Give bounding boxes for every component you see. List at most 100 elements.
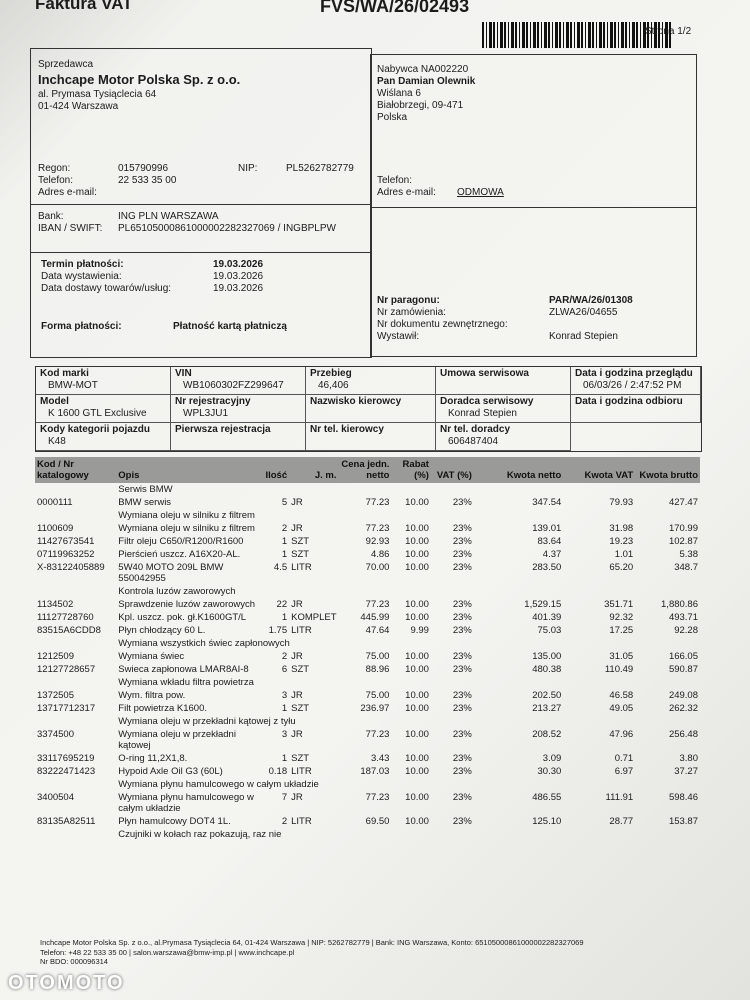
cell: 1 [281,536,288,547]
cell: BMW serwis [118,497,172,508]
vehicle-cell: Pierwsza rejestracja [171,423,306,451]
items: Kod / Nr katalogowy Opis Ilość J. m. Cena je… [35,457,700,841]
section-title: Wymiana płynu hamulcowego w całym układz… [118,779,319,790]
value: 06/03/26 / 2:47:52 PM [583,380,682,391]
item-row: 3374500 Wymiana oleju w przekładni kątowe… [35,728,700,752]
cell: 427.47 [668,497,698,508]
cell: 135.00 [532,651,562,662]
label: Nr rejestracyjny [175,396,251,407]
value: ODMOWA [457,187,504,198]
payment: Forma płatności: Płatność kartą płatniczą [41,321,361,333]
item-row: 07119963252 Pierścień uszcz. A16X20-AL. 1 S… [35,548,700,561]
column-header: Kwota brutto [635,457,700,483]
cell: 1 [281,753,288,764]
column-header: Rabat (%) [391,457,431,483]
value: PL5262782779 [286,163,354,174]
cell: 77.23 [365,523,390,534]
cell: 0000111 [37,497,73,508]
cell: 256.48 [668,729,698,740]
cell: 11127728760 [37,612,94,623]
cell: 4.37 [542,549,562,560]
cell: 13717712317 [37,703,96,714]
value: PL65105000861000002282327069 / INGBPLPW [118,223,336,234]
label: Nr tel. doradcy [440,424,511,435]
item-row: 12127728657 Swieca zapłonowa LMAR8AI-8 6 SZ… [35,663,700,676]
footer: Inchcape Motor Polska Sp. z o.o., al.Pry… [40,938,584,967]
page-number: Strona 1/2 [645,26,692,37]
value: BMW-MOT [48,380,98,391]
label: Przebieg [310,368,352,379]
cell: 33117695219 [37,753,95,764]
cell: 213.27 [532,703,562,714]
cell [35,483,116,496]
label: Wystawił: [377,331,420,342]
footer-line: Inchcape Motor Polska Sp. z o.o., al.Pry… [40,938,584,947]
label: Telefon: [377,175,413,186]
section-title: Czujniki w kołach raz pokazują, raz nie [118,829,282,840]
cell: 65.20 [609,562,634,573]
cell: 480.38 [532,664,562,675]
column-header: Kwota netto [473,457,564,483]
cell: 23% [452,664,472,675]
cell: LITR [291,562,312,573]
cell [35,828,116,841]
address-line: al. Prymasa Tysiąclecia 64 [38,89,157,100]
cell: 10.00 [405,599,429,610]
cell: JR [291,497,303,508]
item-row: 1134502 Sprawdzenie luzów zaworowych 22 JR 7… [35,598,700,611]
cell: 236.97 [360,703,390,714]
label: IBAN / SWIFT: [38,223,103,234]
order-row: Nr zamówienia: ZLWA26/04655 [377,307,687,319]
label: Data i godzina przeglądu [575,368,693,379]
cell: 70.00 [365,562,390,573]
cell: Kpl. uszcz. pok. gł.K1600GT/L [118,612,247,623]
cell: 1100609 [37,523,74,534]
cell: Wymiana oleju w silniku z filtrem [118,523,255,534]
label: VIN [175,368,192,379]
seller-ids: Regon: 015790996 NIP: PL5262782779 Telefon:… [38,163,368,199]
cell: Filtr oleju C650/R1200/R1600 [118,536,244,547]
cell: 3374500 [37,729,74,740]
label: Data wystawienia: [41,271,122,282]
cell: 6 [281,664,288,675]
label: Adres e-mail: [38,187,97,198]
cell: 88.96 [365,664,390,675]
cell: 4.5 [273,562,288,573]
label: Data i godzina odbioru [575,396,683,407]
value: 19.03.2026 [213,259,264,270]
cell: 83135A82511 [37,816,96,827]
section-row: Wymiana wszystkich świec zapłonowych [35,637,700,650]
cell: 28.77 [609,816,634,827]
cell: 2 [281,816,288,827]
seller-box: Sprzedawca Inchcape Motor Polska Sp. z o… [30,48,372,358]
label: Pierwsza rejestracja [175,424,271,435]
item-row: 3400504 Wymiana płynu hamulcowego w całym… [35,791,700,815]
label: Nazwisko kierowcy [310,396,402,407]
cell: 6.97 [614,766,634,777]
cell [35,676,116,689]
value: ING PLN WARSZAWA [118,211,219,222]
cell: 102.87 [668,536,698,547]
cell: 83.64 [537,536,562,547]
cell: 23% [452,497,472,508]
dates: Termin płatności: 19.03.2026 Data wystawie… [41,259,361,295]
cell: SZT [291,664,310,675]
column-header: J. m. [289,457,339,483]
date-row: Data dostawy towarów/usług: 19.03.2026 [41,283,361,295]
section-row: Wymiana wkładu filtra powietrza [35,676,700,689]
cell: 92.93 [365,536,390,547]
cell: 1,529.15 [524,599,562,610]
section-title: Wymiana oleju w przekładni kątowej z tył… [118,716,296,727]
vehicle-grid: Kod marki BMW-MOT VIN WB1060302FZ299647 Prze… [35,366,702,452]
cell: JR [291,690,303,701]
cell: 19.23 [609,536,634,547]
cell: 22 [276,599,288,610]
value: 46,406 [318,380,349,391]
date-row: Termin płatności: 19.03.2026 [41,259,361,271]
cell: JR [291,729,303,740]
cell: LITR [291,766,312,777]
order-row: Nr paragonu: PAR/WA/26/01308 [377,295,687,307]
cell: LITR [291,816,312,827]
cell: 23% [452,523,472,534]
vehicle-cell: Nr tel. doradcy 606487404 [436,423,571,451]
